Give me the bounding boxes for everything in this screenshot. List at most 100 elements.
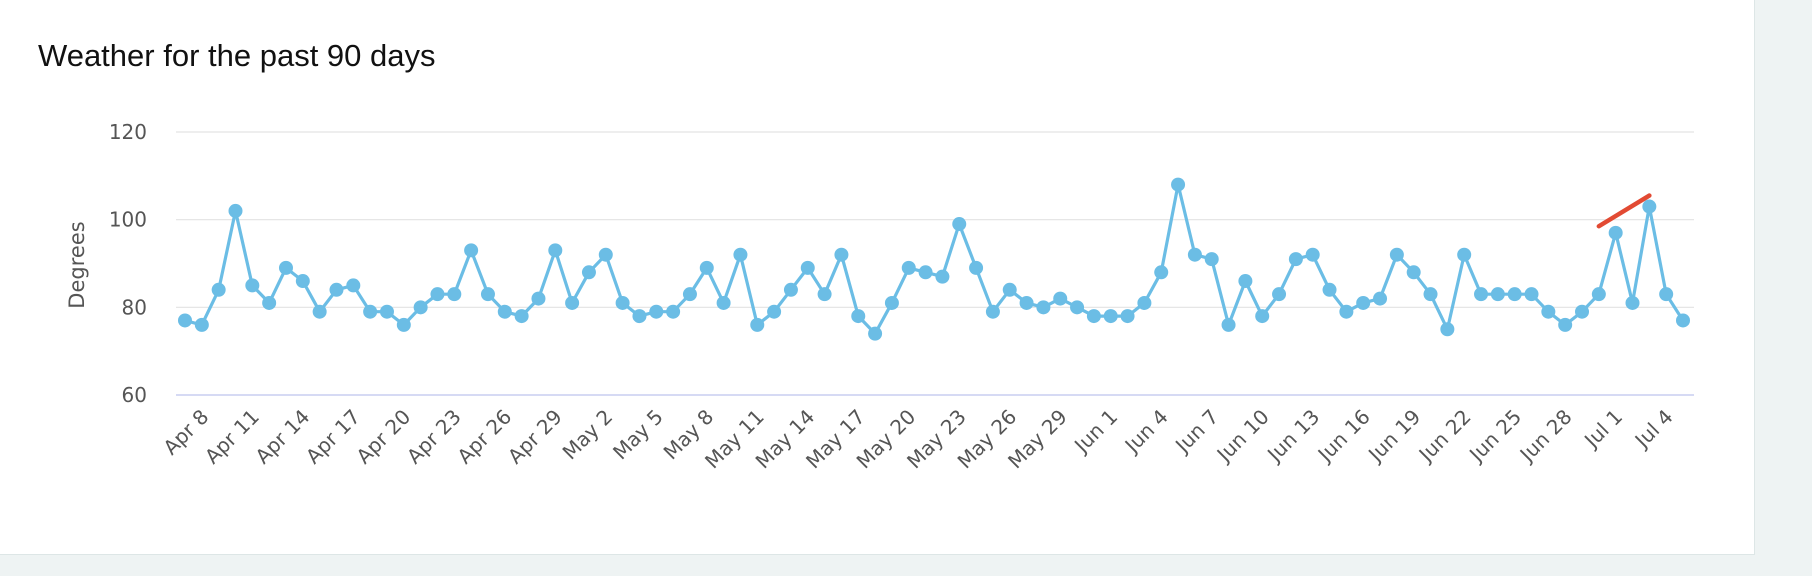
data-point[interactable] (447, 287, 462, 302)
y-axis-title: Degrees (65, 221, 89, 308)
data-point[interactable] (666, 304, 681, 319)
data-point[interactable] (733, 247, 748, 262)
data-point[interactable] (1642, 199, 1657, 214)
data-point[interactable] (1036, 300, 1051, 315)
data-point[interactable] (598, 247, 613, 262)
x-tick-label: Apr 11 (200, 405, 264, 469)
data-point[interactable] (1255, 309, 1270, 324)
data-point[interactable] (497, 304, 512, 319)
data-point[interactable] (178, 313, 192, 328)
data-point[interactable] (464, 243, 479, 258)
data-point[interactable] (1272, 287, 1287, 302)
data-point[interactable] (1457, 247, 1472, 262)
data-point[interactable] (1137, 295, 1152, 310)
data-point[interactable] (1070, 300, 1085, 315)
data-point[interactable] (363, 304, 378, 319)
data-point[interactable] (1440, 322, 1455, 337)
data-point[interactable] (1002, 282, 1017, 297)
data-point[interactable] (211, 282, 226, 297)
data-point[interactable] (245, 278, 260, 293)
data-point[interactable] (817, 287, 832, 302)
x-tick-label: Jun 10 (1211, 405, 1274, 468)
data-point[interactable] (750, 317, 765, 332)
data-point[interactable] (884, 295, 899, 310)
data-point[interactable] (1490, 287, 1505, 302)
data-point[interactable] (1659, 287, 1674, 302)
data-point[interactable] (228, 203, 243, 218)
data-point[interactable] (531, 291, 546, 306)
data-point[interactable] (1406, 265, 1421, 280)
data-point[interactable] (1423, 287, 1438, 302)
data-point[interactable] (413, 300, 428, 315)
data-point[interactable] (716, 295, 731, 310)
data-point[interactable] (1373, 291, 1388, 306)
data-point[interactable] (548, 243, 563, 258)
data-point[interactable] (615, 295, 630, 310)
x-tick-label: Jun 25 (1463, 405, 1526, 468)
data-point[interactable] (969, 260, 984, 275)
data-point[interactable] (918, 265, 933, 280)
data-point[interactable] (312, 304, 327, 319)
data-point[interactable] (1305, 247, 1320, 262)
data-point[interactable] (1575, 304, 1590, 319)
data-point[interactable] (1608, 225, 1623, 240)
data-point[interactable] (1339, 304, 1354, 319)
data-point[interactable] (1676, 313, 1690, 328)
data-point[interactable] (952, 217, 967, 232)
data-point[interactable] (1086, 309, 1101, 324)
data-point[interactable] (295, 274, 310, 289)
data-point[interactable] (1389, 247, 1404, 262)
data-point[interactable] (346, 278, 361, 293)
data-point[interactable] (1541, 304, 1556, 319)
data-point[interactable] (767, 304, 782, 319)
data-point[interactable] (278, 260, 293, 275)
data-point[interactable] (1221, 317, 1236, 332)
data-point[interactable] (1120, 309, 1135, 324)
data-point[interactable] (396, 317, 411, 332)
trend-line (1596, 193, 1652, 229)
data-point[interactable] (430, 287, 445, 302)
data-point[interactable] (379, 304, 394, 319)
data-point[interactable] (699, 260, 714, 275)
data-point[interactable] (800, 260, 815, 275)
data-point[interactable] (1356, 295, 1371, 310)
data-point[interactable] (1019, 295, 1034, 310)
data-point[interactable] (1154, 265, 1169, 280)
data-point[interactable] (868, 326, 883, 341)
data-point[interactable] (514, 309, 529, 324)
data-point[interactable] (1322, 282, 1337, 297)
x-tick-label: May 2 (558, 405, 618, 465)
data-point[interactable] (1053, 291, 1068, 306)
data-point[interactable] (851, 309, 866, 324)
x-tick-label: Apr 14 (250, 405, 314, 469)
data-point[interactable] (1591, 287, 1606, 302)
data-point[interactable] (1625, 295, 1640, 310)
data-point[interactable] (194, 317, 209, 332)
x-tick-label: Jun 22 (1413, 405, 1476, 468)
data-point[interactable] (1187, 247, 1202, 262)
data-point[interactable] (1524, 287, 1539, 302)
data-point[interactable] (649, 304, 664, 319)
data-point[interactable] (1238, 274, 1253, 289)
data-point[interactable] (834, 247, 849, 262)
data-point[interactable] (480, 287, 495, 302)
data-point[interactable] (581, 265, 596, 280)
data-point[interactable] (682, 287, 697, 302)
data-point[interactable] (1204, 252, 1219, 267)
data-point[interactable] (1103, 309, 1118, 324)
data-point[interactable] (985, 304, 1000, 319)
data-point[interactable] (329, 282, 344, 297)
x-tick-label: Apr 20 (351, 405, 415, 469)
data-point[interactable] (1558, 317, 1573, 332)
data-point[interactable] (783, 282, 798, 297)
data-point[interactable] (935, 269, 950, 284)
data-point[interactable] (1171, 177, 1186, 192)
data-point[interactable] (1474, 287, 1489, 302)
data-point[interactable] (565, 295, 580, 310)
data-point[interactable] (1507, 287, 1522, 302)
data-point[interactable] (632, 309, 647, 324)
data-point[interactable] (1288, 252, 1303, 267)
data-point[interactable] (262, 295, 277, 310)
data-point[interactable] (901, 260, 916, 275)
